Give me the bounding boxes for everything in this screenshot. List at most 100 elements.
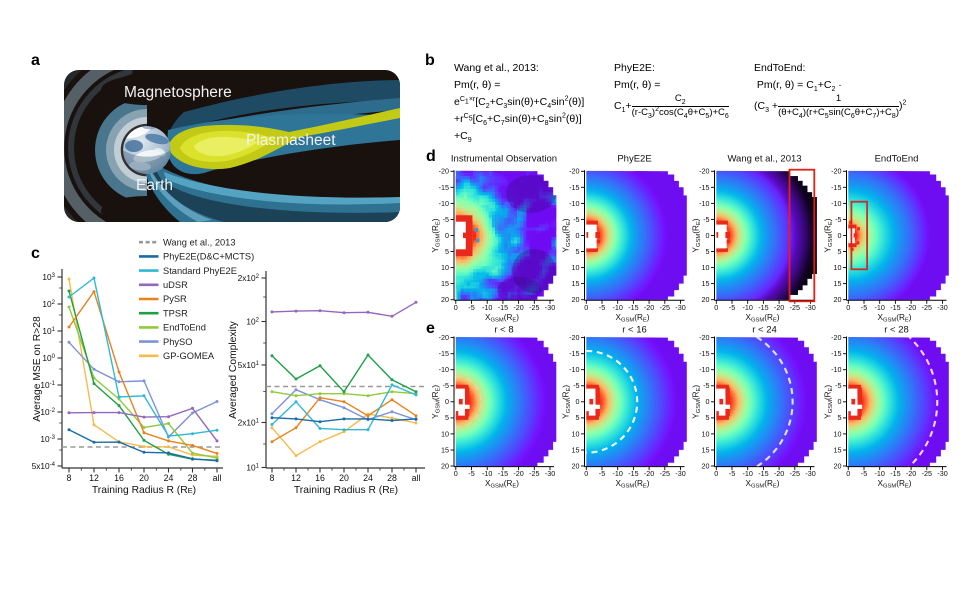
svg-text:103: 103 [42, 272, 55, 282]
svg-text:-10: -10 [439, 199, 449, 208]
svg-text:YGSM(RE): YGSM(RE) [692, 218, 703, 252]
svg-text:102: 102 [246, 317, 259, 327]
svg-text:15: 15 [441, 445, 449, 454]
svg-text:0: 0 [846, 303, 850, 312]
svg-text:EndToEnd: EndToEnd [163, 323, 206, 333]
svg-text:XGSM(RE): XGSM(RE) [746, 313, 780, 324]
svg-text:-20: -20 [831, 333, 841, 342]
svg-text:-15: -15 [831, 183, 841, 192]
svg-text:-5: -5 [729, 303, 735, 312]
svg-text:YGSM(RE): YGSM(RE) [562, 385, 573, 419]
svg-text:5: 5 [706, 413, 710, 422]
svg-text:-5: -5 [443, 381, 449, 390]
svg-text:-10: -10 [482, 303, 492, 312]
svg-text:20: 20 [572, 461, 580, 470]
svg-text:-5: -5 [729, 469, 735, 478]
svg-text:-20: -20 [906, 469, 916, 478]
svg-text:-30: -30 [805, 469, 815, 478]
svg-text:XGSM(RE): XGSM(RE) [616, 313, 650, 324]
svg-text:20: 20 [441, 295, 449, 304]
svg-text:-15: -15 [439, 183, 449, 192]
svg-text:-20: -20 [774, 303, 784, 312]
svg-text:5: 5 [576, 413, 580, 422]
svg-text:20: 20 [572, 295, 580, 304]
svg-text:-20: -20 [513, 303, 523, 312]
svg-text:0: 0 [838, 231, 842, 240]
svg-text:-20: -20 [439, 167, 449, 176]
svg-text:10: 10 [441, 263, 449, 272]
svg-text:10-1: 10-1 [40, 380, 55, 390]
svg-text:YGSM(RE): YGSM(RE) [431, 385, 442, 419]
svg-text:EndToEnd: EndToEnd [875, 154, 919, 165]
svg-text:-5: -5 [468, 303, 474, 312]
svg-text:0: 0 [714, 469, 718, 478]
svg-text:-5: -5 [835, 215, 841, 224]
svg-text:YGSM(RE): YGSM(RE) [692, 385, 703, 419]
svg-text:-5: -5 [573, 215, 579, 224]
svg-text:YGSM(RE): YGSM(RE) [824, 385, 835, 419]
svg-text:-5: -5 [861, 469, 867, 478]
svg-text:-20: -20 [774, 469, 784, 478]
svg-text:15: 15 [834, 279, 842, 288]
svg-text:PhyE2E(D&C+MCTS): PhyE2E(D&C+MCTS) [163, 252, 254, 262]
svg-text:-10: -10 [613, 303, 623, 312]
svg-text:uDSR: uDSR [163, 280, 188, 290]
svg-text:0: 0 [454, 469, 458, 478]
svg-text:0: 0 [838, 397, 842, 406]
svg-text:10: 10 [702, 263, 710, 272]
svg-text:8: 8 [270, 473, 275, 483]
svg-text:-10: -10 [439, 365, 449, 374]
svg-text:0: 0 [454, 303, 458, 312]
svg-text:5: 5 [838, 247, 842, 256]
svg-text:10: 10 [572, 429, 580, 438]
svg-text:-30: -30 [937, 469, 947, 478]
svg-text:20: 20 [834, 295, 842, 304]
svg-text:0: 0 [706, 397, 710, 406]
svg-text:28: 28 [387, 473, 397, 483]
svg-text:-10: -10 [569, 365, 579, 374]
svg-text:YGSM(RE): YGSM(RE) [431, 218, 442, 252]
svg-text:GP-GOMEA: GP-GOMEA [163, 351, 215, 361]
svg-text:5x10-4: 5x10-4 [32, 461, 56, 471]
svg-text:10-2: 10-2 [40, 407, 55, 417]
svg-text:Average MSE on R>28: Average MSE on R>28 [32, 316, 43, 422]
svg-text:-15: -15 [498, 303, 508, 312]
svg-text:XGSM(RE): XGSM(RE) [616, 479, 650, 490]
svg-text:0: 0 [706, 231, 710, 240]
svg-text:XGSM(RE): XGSM(RE) [485, 479, 519, 490]
svg-text:-20: -20 [644, 303, 654, 312]
svg-text:-15: -15 [439, 349, 449, 358]
svg-text:15: 15 [572, 445, 580, 454]
svg-text:-15: -15 [890, 303, 900, 312]
svg-text:-5: -5 [599, 469, 605, 478]
svg-text:2x102: 2x102 [238, 273, 260, 283]
svg-text:-25: -25 [922, 303, 932, 312]
svg-text:PhyE2E: PhyE2E [617, 154, 651, 165]
svg-text:Training Radius R (RE): Training Radius R (RE) [92, 485, 196, 496]
svg-text:-10: -10 [699, 199, 709, 208]
svg-text:0: 0 [584, 303, 588, 312]
svg-text:0: 0 [846, 469, 850, 478]
svg-text:-25: -25 [529, 303, 539, 312]
svg-text:-10: -10 [613, 469, 623, 478]
svg-text:15: 15 [441, 279, 449, 288]
svg-text:-25: -25 [660, 469, 670, 478]
svg-text:0: 0 [576, 231, 580, 240]
svg-text:0: 0 [445, 397, 449, 406]
svg-text:r < 28: r < 28 [884, 325, 909, 336]
svg-text:5: 5 [445, 413, 449, 422]
svg-text:Earth: Earth [136, 177, 173, 194]
svg-text:15: 15 [702, 445, 710, 454]
svg-text:12: 12 [291, 473, 301, 483]
svg-text:5: 5 [838, 413, 842, 422]
svg-text:Magnetosphere: Magnetosphere [124, 84, 232, 101]
svg-text:2x101: 2x101 [238, 418, 260, 428]
svg-text:-20: -20 [439, 333, 449, 342]
svg-text:Averaged Complexity: Averaged Complexity [228, 320, 239, 419]
svg-text:-15: -15 [628, 303, 638, 312]
svg-text:10: 10 [834, 263, 842, 272]
svg-text:10: 10 [702, 429, 710, 438]
svg-text:24: 24 [164, 473, 174, 483]
svg-text:15: 15 [834, 445, 842, 454]
svg-text:PySR: PySR [163, 294, 187, 304]
